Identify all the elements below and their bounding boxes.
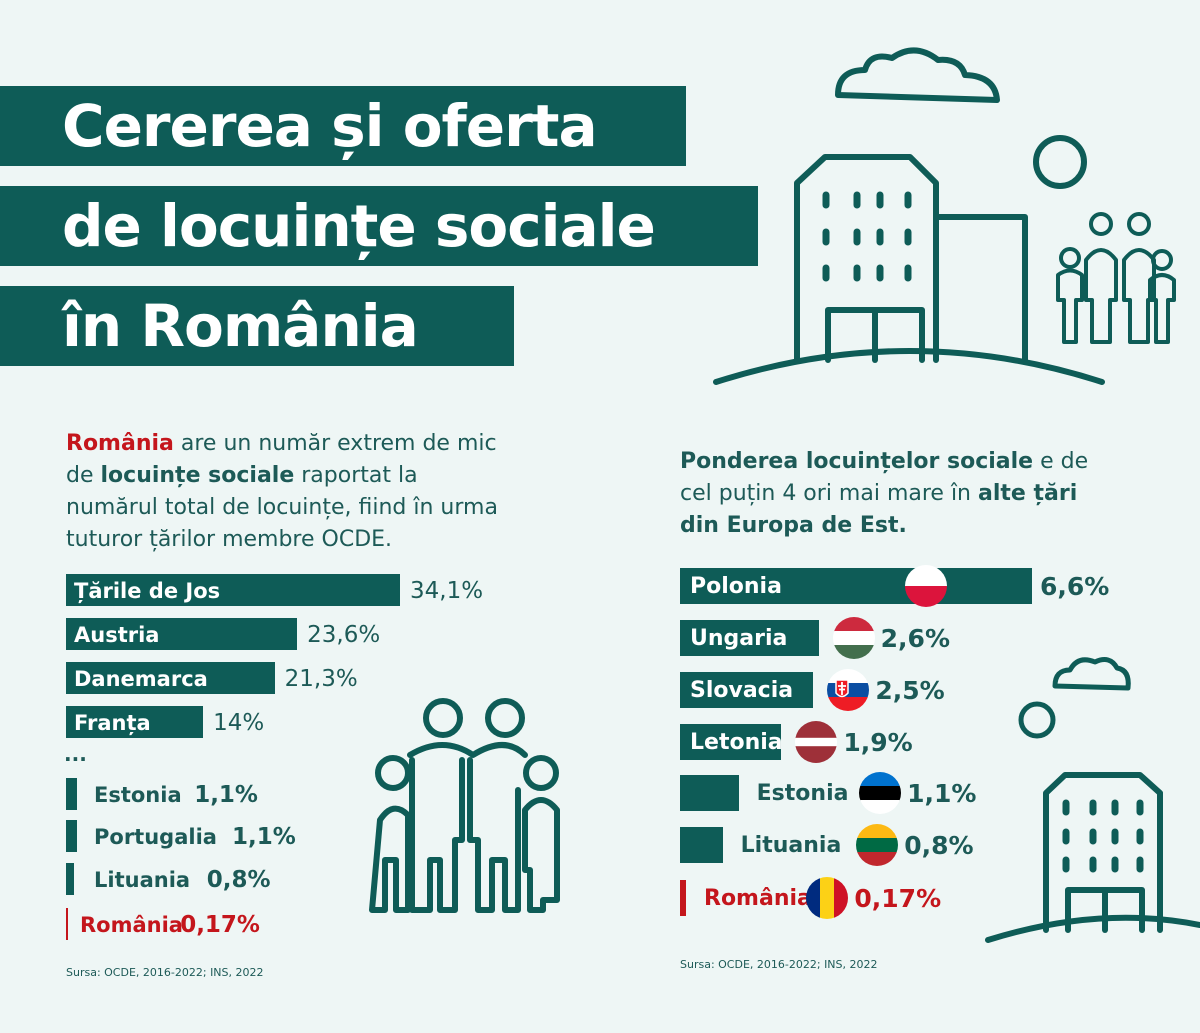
left-bar-value: 1,1% — [194, 782, 258, 808]
cloud-icon — [835, 47, 1000, 103]
building-icon — [794, 154, 1028, 363]
right-bar-label: Ungaria — [690, 626, 788, 651]
left-bar-danemarca — [66, 662, 275, 694]
right-bar-estonia — [680, 775, 739, 811]
right-intro: Ponderea locuințelor sociale e de cel pu… — [680, 446, 1100, 542]
left-bar-label: Austria — [74, 623, 160, 647]
right-bar-value: 0,17% — [854, 884, 942, 913]
intro-right-bold-2: alte țări din Europa de Est. — [680, 481, 1078, 538]
ellipsis: ... — [64, 742, 87, 766]
right-bar-value: 1,9% — [843, 728, 913, 757]
right-bar-value: 0,8% — [904, 831, 974, 860]
right-bar-label: Estonia — [756, 781, 849, 806]
family-icon — [1056, 212, 1176, 344]
intro-right-bold-1: Ponderea locuințelor sociale — [680, 449, 1034, 474]
right-source: Sursa: OCDE, 2016-2022; INS, 2022 — [680, 958, 878, 971]
right-bar-lituania — [680, 827, 723, 863]
left-source: Sursa: OCDE, 2016-2022; INS, 2022 — [66, 966, 264, 979]
latvia-flag-icon — [795, 721, 838, 763]
right-bar-romania — [680, 880, 686, 916]
intro-right-text: e de cel puțin 4 ori mai mare în — [680, 449, 1089, 506]
sun-icon-small — [1018, 701, 1056, 739]
hill-line-small — [985, 914, 1200, 943]
right-bar-letonia — [680, 724, 782, 760]
hill-line — [713, 348, 1105, 385]
right-bar-ungaria — [680, 620, 819, 656]
right-bar-label: Letonia — [690, 730, 783, 755]
poland-flag-icon — [905, 565, 947, 607]
left-bar-romania — [66, 908, 68, 940]
left-bar-portugalia — [66, 820, 77, 852]
left-bar-value: 14% — [213, 710, 265, 736]
estonia-flag-icon — [859, 772, 902, 814]
lithuania-flag-icon — [856, 824, 899, 866]
intro-text-2: raportat la numărul total de locuințe, f… — [66, 463, 498, 552]
left-bar-label: România — [80, 913, 183, 937]
left-bar-label: Estonia — [94, 783, 182, 807]
intro-bold: locuințe sociale — [100, 463, 295, 488]
right-bar-value: 2,6% — [880, 624, 950, 653]
left-bar-value: 0,17% — [180, 912, 260, 938]
title-line-1: Cererea și oferta — [0, 86, 686, 166]
left-bar-value: 23,6% — [307, 622, 381, 648]
family-icon-large — [369, 698, 560, 913]
left-bar-value: 1,1% — [232, 824, 296, 850]
right-bar-value: 6,6% — [1040, 572, 1110, 601]
right-bar-value: 2,5% — [875, 676, 945, 705]
left-bar-value: 0,8% — [206, 867, 271, 893]
sun-icon — [1033, 135, 1087, 189]
left-bar-label: Țările de Jos — [74, 579, 221, 603]
romania-flag-icon — [806, 877, 849, 919]
building-icon-small — [1043, 772, 1163, 933]
left-bar-label: Danemarca — [74, 667, 208, 691]
hungary-flag-icon — [832, 617, 875, 659]
title-line-3: în România — [0, 286, 514, 366]
left-bar-tarile-de-jos — [66, 574, 400, 606]
left-bar-austria — [66, 618, 298, 650]
right-bar-label: Polonia — [690, 574, 782, 599]
cloud-icon-small — [1052, 657, 1131, 691]
right-bar-slovacia — [680, 672, 814, 708]
right-bar-polonia — [680, 568, 1032, 604]
intro-text-1: are un număr extrem de mic de — [66, 431, 497, 488]
left-bar-label: Franța — [74, 711, 151, 735]
right-bar-value: 1,1% — [907, 779, 977, 808]
left-bar-value: 34,1% — [410, 578, 484, 604]
left-bar-lituania — [66, 863, 74, 895]
right-bar-label: Lituania — [740, 833, 842, 858]
left-bar-estonia — [66, 778, 77, 810]
intro-romania: România — [66, 431, 174, 456]
slovakia-flag-icon — [827, 669, 870, 711]
left-bar-franta — [66, 706, 204, 738]
right-bar-label: România — [704, 886, 812, 911]
title-line-2: de locuințe sociale — [0, 186, 758, 266]
left-bar-value: 21,3% — [284, 666, 358, 692]
left-bar-label: Portugalia — [94, 825, 217, 849]
right-bar-label: Slovacia — [690, 678, 794, 703]
left-bar-label: Lituania — [94, 868, 191, 892]
left-intro: România are un număr extrem de mic de lo… — [66, 428, 506, 556]
